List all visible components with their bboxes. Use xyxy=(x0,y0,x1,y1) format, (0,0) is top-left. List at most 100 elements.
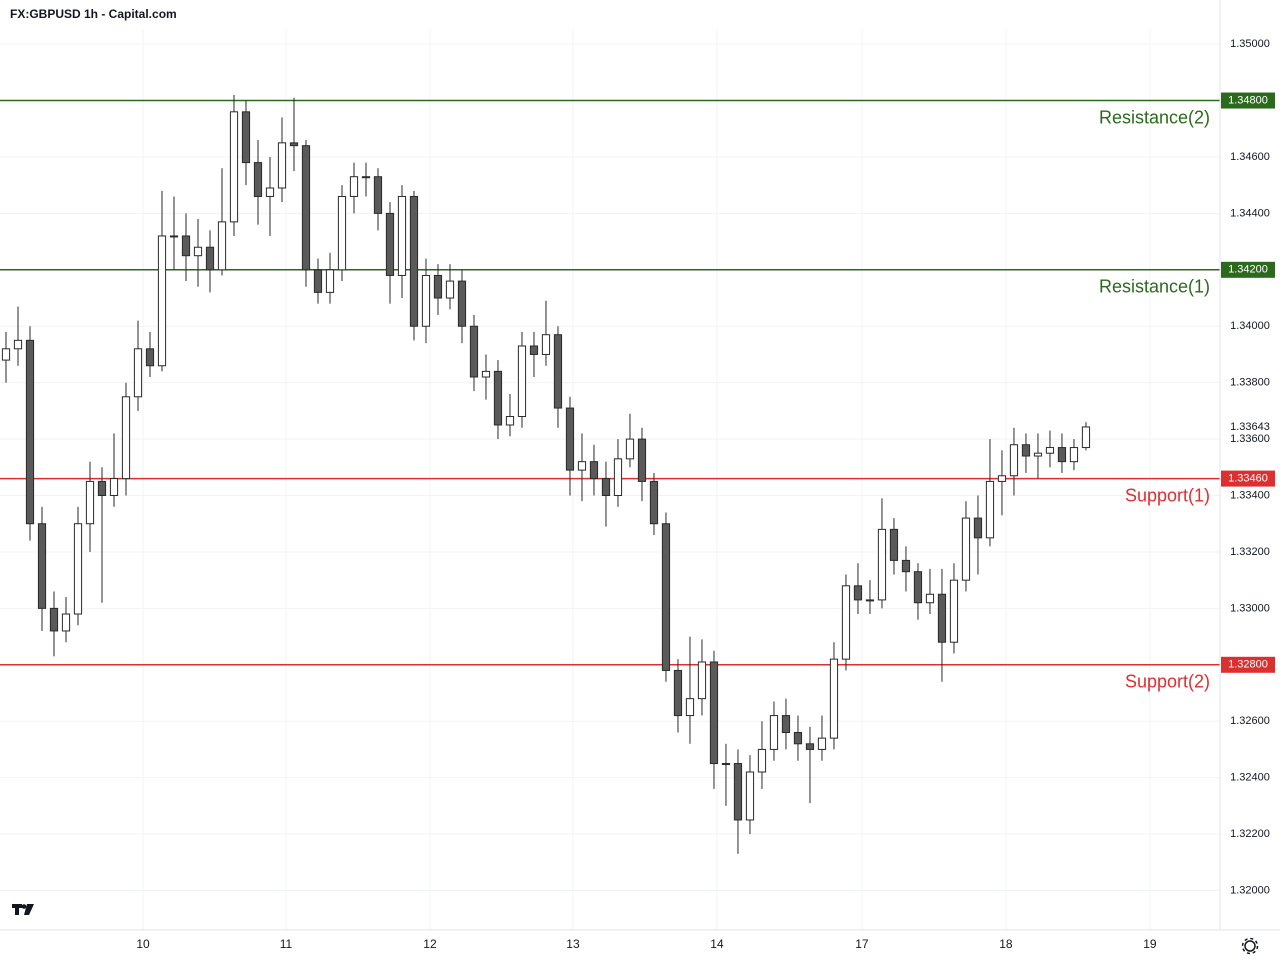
candle-body xyxy=(313,269,323,293)
level-price-tag xyxy=(1221,656,1275,673)
candle-body xyxy=(661,523,671,671)
level-name: Support(2) xyxy=(1125,672,1210,692)
candle-body xyxy=(1081,426,1091,449)
candle-body xyxy=(277,142,287,189)
y-tick-label: 1.33200 xyxy=(1230,546,1270,558)
candle-body xyxy=(73,523,83,615)
candle-body xyxy=(1069,447,1079,463)
y-tick-label: 1.32400 xyxy=(1230,772,1270,784)
y-tick-label: 1.32200 xyxy=(1230,828,1270,840)
candle-body xyxy=(433,274,443,299)
candle-body xyxy=(265,187,275,197)
logo xyxy=(12,904,34,915)
candle-body xyxy=(25,339,35,525)
candle-body xyxy=(373,176,383,214)
candle-body xyxy=(889,528,899,561)
candle-body xyxy=(1057,447,1067,463)
candle-body xyxy=(901,559,911,573)
settings-teeth xyxy=(1241,937,1259,955)
candle-body xyxy=(325,269,335,293)
candle-body xyxy=(61,613,71,632)
y-tick-label: 1.32000 xyxy=(1230,884,1270,896)
candle-body xyxy=(961,517,971,581)
candle-body xyxy=(85,480,95,525)
candle-body xyxy=(229,111,239,223)
candle-body xyxy=(709,661,719,765)
candle-body xyxy=(13,339,23,350)
candle-body xyxy=(853,585,863,601)
x-tick-label: 14 xyxy=(710,937,724,951)
candle-body xyxy=(841,585,851,660)
candle-body xyxy=(769,715,779,750)
candle-body xyxy=(385,212,395,276)
candle-body xyxy=(865,599,875,602)
candle-body xyxy=(673,669,683,717)
candle-body xyxy=(445,280,455,299)
candle-body xyxy=(553,334,563,409)
candle-body xyxy=(361,176,371,179)
candle-body xyxy=(877,528,887,601)
candle-body xyxy=(817,737,827,750)
candle-body xyxy=(949,579,959,643)
candle-body xyxy=(829,658,839,739)
candle-body xyxy=(541,334,551,355)
settings-icon[interactable] xyxy=(1241,937,1259,955)
candle-body xyxy=(193,246,203,257)
candle-body xyxy=(481,370,491,378)
x-tick-label: 12 xyxy=(423,937,437,951)
candle-body xyxy=(169,235,179,238)
candle-body xyxy=(397,195,407,276)
y-tick-label: 1.33800 xyxy=(1230,377,1270,389)
candle-body xyxy=(529,345,539,355)
candle-body xyxy=(985,480,995,539)
candle-body xyxy=(937,593,947,643)
candle-body xyxy=(685,698,695,717)
candle-body xyxy=(601,478,611,497)
x-tick-label: 17 xyxy=(855,937,869,951)
candle-body xyxy=(469,325,479,378)
candle-body xyxy=(517,345,527,418)
candle-body xyxy=(49,607,59,632)
candle-body xyxy=(1,348,11,361)
candle-body xyxy=(349,176,359,197)
candle-body xyxy=(745,771,755,821)
candle-body xyxy=(217,221,227,271)
candle-body xyxy=(649,480,659,525)
candle-body xyxy=(409,195,419,327)
logo-dot xyxy=(21,904,27,909)
level-price-tag xyxy=(1221,261,1275,278)
y-tick-label: 1.32600 xyxy=(1230,715,1270,727)
candles xyxy=(1,94,1091,854)
x-tick-label: 19 xyxy=(1143,937,1157,951)
candle-body xyxy=(913,571,923,604)
candle-body xyxy=(1009,444,1019,477)
candle-body xyxy=(721,763,731,766)
y-tick-label: 1.35000 xyxy=(1230,38,1270,50)
level-price-label: 1.34800 xyxy=(1228,94,1268,106)
y-tick-label: 1.34600 xyxy=(1230,151,1270,163)
y-tick-label: 1.34000 xyxy=(1230,320,1270,332)
candle-body xyxy=(121,396,131,480)
candle-body xyxy=(1045,447,1055,454)
x-tick-label: 13 xyxy=(566,937,580,951)
x-tick-label: 11 xyxy=(280,937,293,951)
candle-body xyxy=(181,235,191,257)
candle-body xyxy=(565,407,575,471)
last-price-label: 1.33643 xyxy=(1230,421,1270,433)
level-price-label: 1.32800 xyxy=(1228,659,1268,671)
y-tick-label: 1.33400 xyxy=(1230,489,1270,501)
candle-body xyxy=(421,274,431,327)
candle-body xyxy=(37,523,47,609)
level-price-tag xyxy=(1221,470,1275,487)
candle-body xyxy=(577,461,587,471)
level-price-tag xyxy=(1221,92,1275,109)
candle-body xyxy=(457,280,467,327)
candle-body xyxy=(589,461,599,480)
candle-body xyxy=(781,715,791,734)
candle-body xyxy=(997,475,1007,482)
level-name: Resistance(2) xyxy=(1099,107,1210,127)
candle-body xyxy=(1021,444,1031,457)
